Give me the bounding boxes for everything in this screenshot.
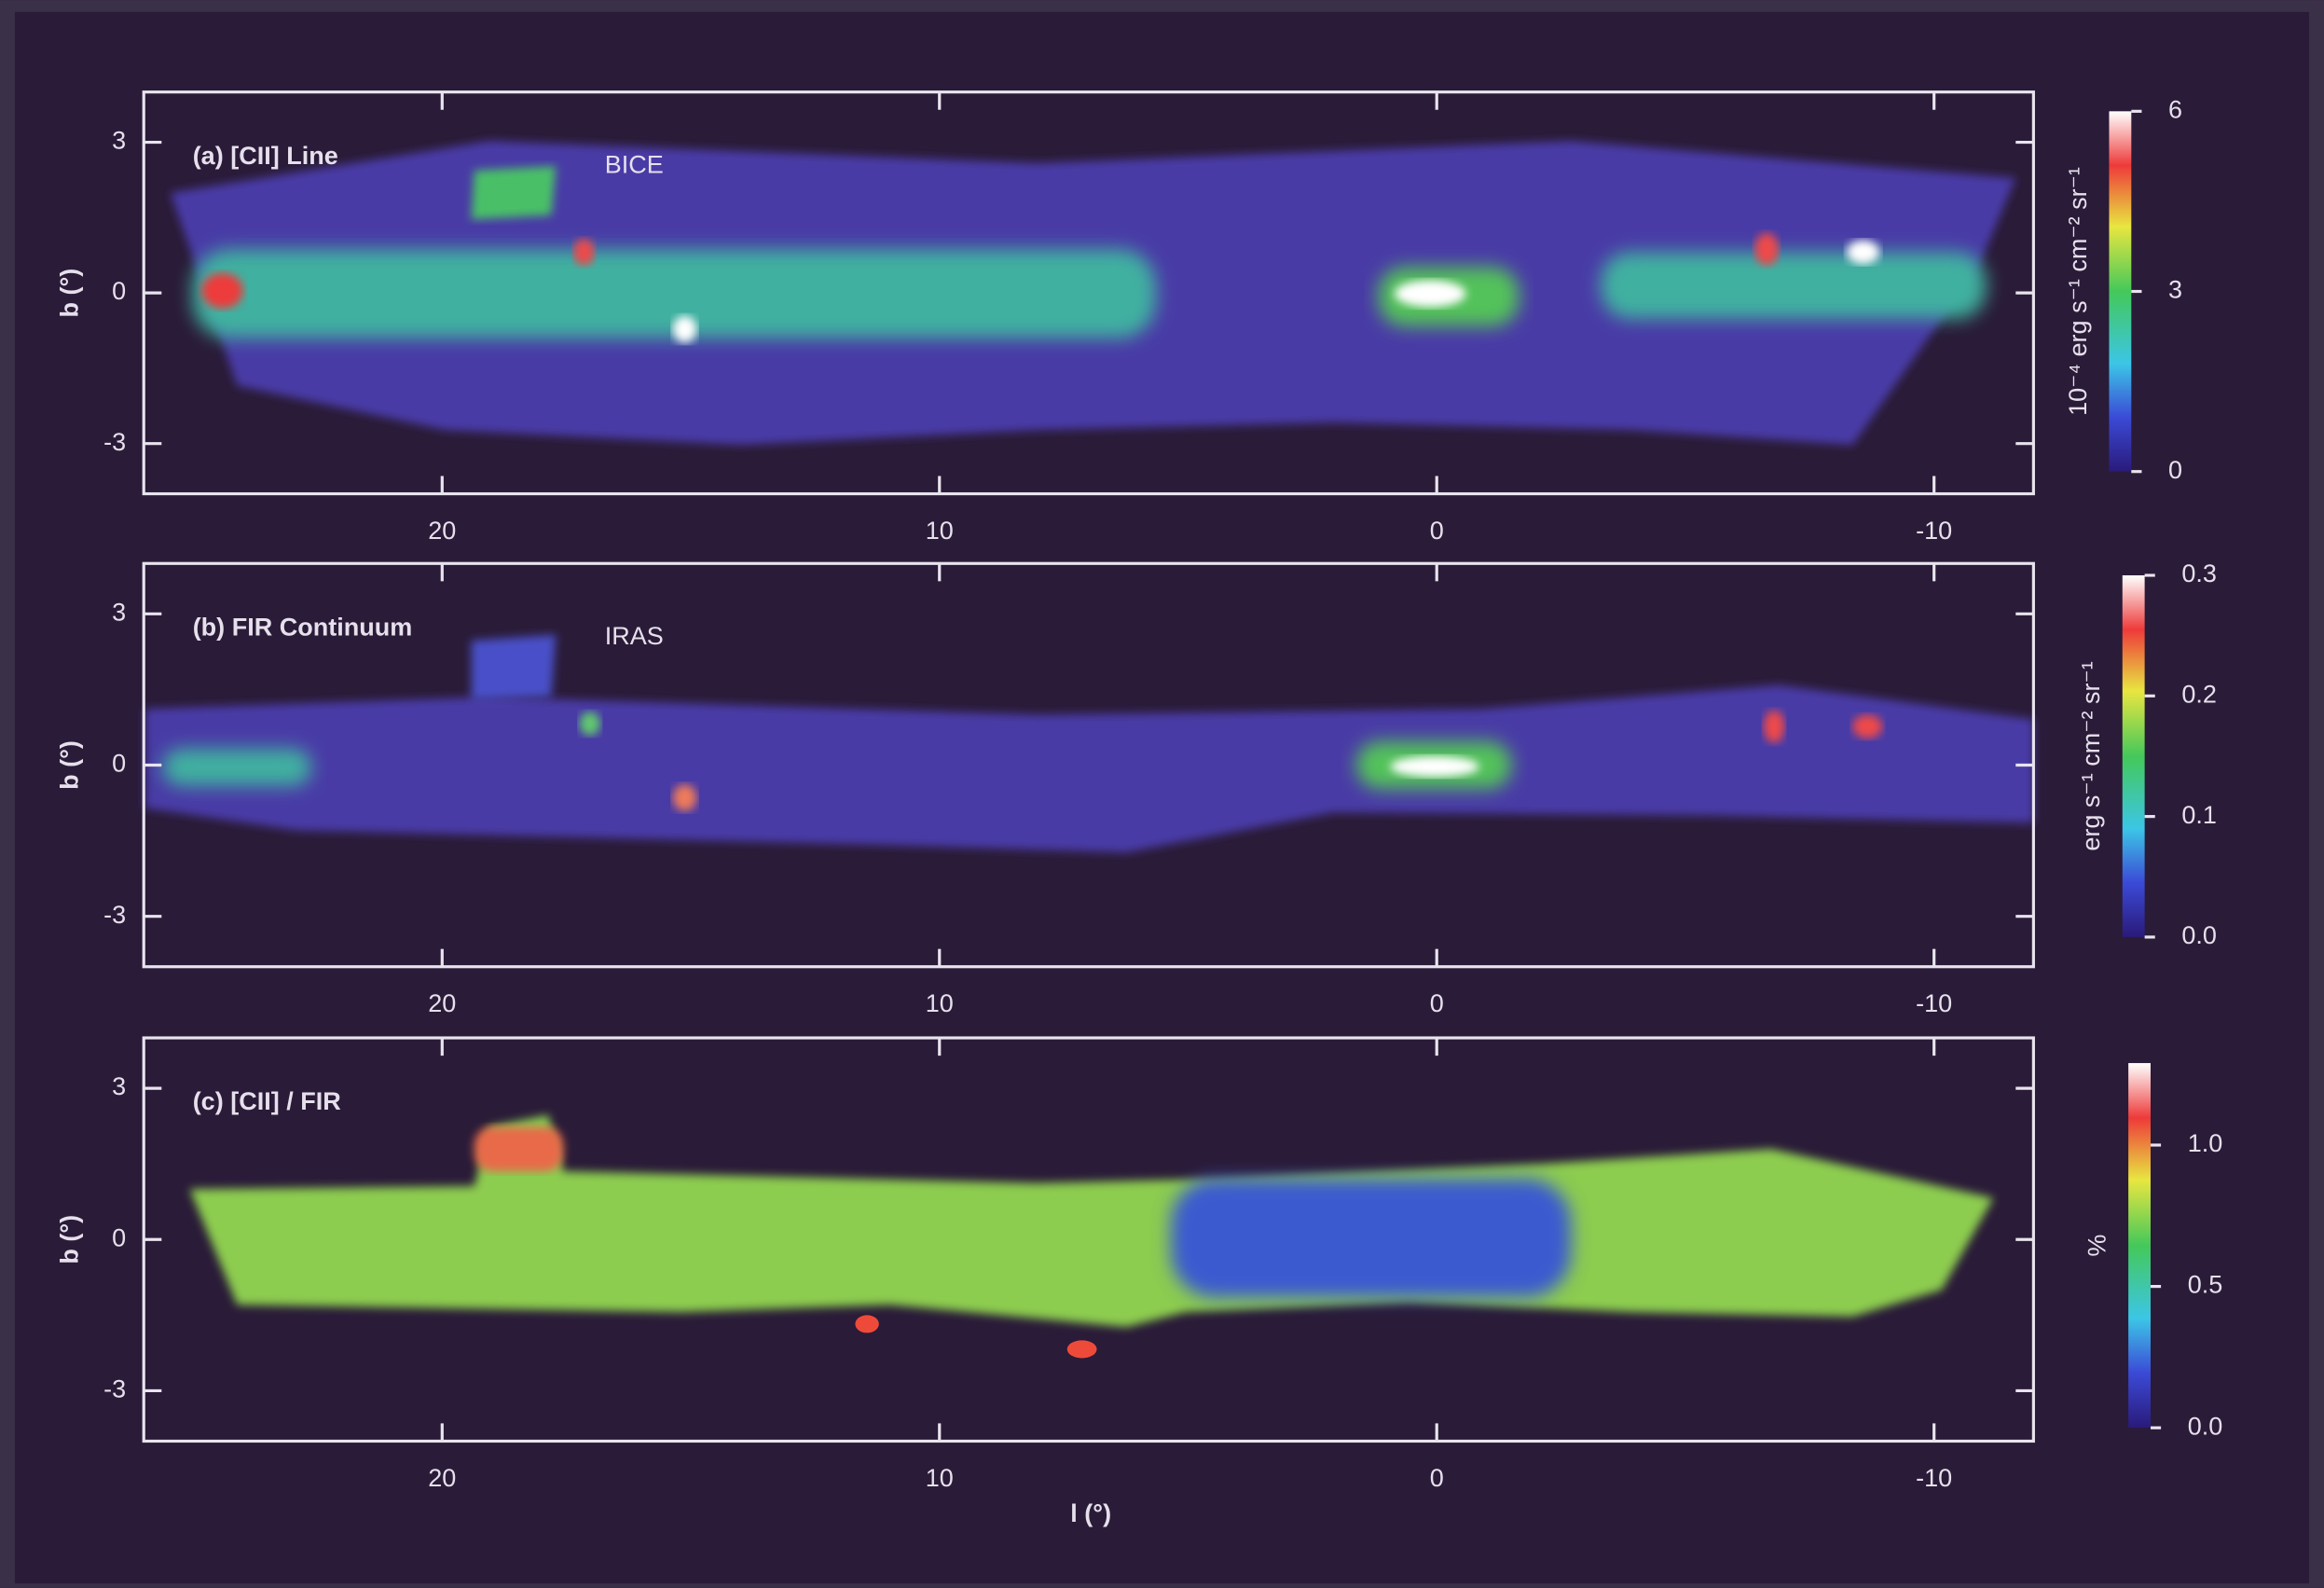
instrument-label: BICE — [605, 150, 664, 178]
colorbar — [2109, 111, 2131, 471]
colorbar — [2128, 1063, 2151, 1428]
x-tick-label: 0 — [1430, 1464, 1444, 1492]
y-axis-label: b (°) — [55, 269, 83, 318]
colorbar-tick-label: 3 — [2168, 276, 2182, 304]
y-tick-label: 3 — [112, 127, 126, 155]
colorbar-label: % — [2083, 1235, 2111, 1257]
colorbar-tick-label: 0.1 — [2181, 801, 2217, 829]
panel-title: (a) [CII] Line — [193, 142, 338, 170]
y-tick-label: 3 — [112, 598, 126, 626]
y-tick-label: 0 — [112, 750, 126, 778]
x-tick-label: 10 — [926, 1464, 954, 1492]
x-tick-label: 10 — [926, 517, 954, 545]
panel-title: (b) FIR Continuum — [193, 613, 413, 641]
colorbar-tick-label: 0.0 — [2188, 1412, 2223, 1440]
instrument-label: IRAS — [605, 622, 664, 650]
page: 20 10 0 -10 3 0 -3 (a) [CII] Line BICE b (°) 0 3 6 10… — [0, 0, 2324, 1588]
x-tick-label: -10 — [1916, 989, 1952, 1017]
y-tick-label: 0 — [112, 1223, 126, 1251]
colorbar — [2123, 575, 2145, 937]
x-tick-label: 0 — [1430, 989, 1444, 1017]
x-tick-label: 20 — [428, 989, 456, 1017]
figure: 20 10 0 -10 3 0 -3 (a) [CII] Line BICE b (°) 0 3 6 10… — [0, 0, 2324, 1588]
colorbar-label: erg s⁻¹ cm⁻² sr⁻¹ — [2077, 661, 2105, 850]
colorbar-tick-label: 1.0 — [2188, 1129, 2223, 1157]
y-tick-label: -3 — [103, 1375, 126, 1403]
x-tick-label: 0 — [1430, 517, 1444, 545]
colorbar-tick-label: 0.0 — [2181, 921, 2217, 949]
y-tick-label: -3 — [103, 428, 126, 456]
x-axis-label: l (°) — [1070, 1499, 1111, 1527]
x-tick-label: -10 — [1916, 1464, 1952, 1492]
y-tick-label: 0 — [112, 277, 126, 305]
colorbar-label: 10⁻⁴ erg s⁻¹ cm⁻² sr⁻¹ — [2064, 167, 2092, 416]
colorbar-tick-label: 0.2 — [2181, 680, 2217, 708]
y-tick-label: 3 — [112, 1072, 126, 1100]
panel-title: (c) [CII] / FIR — [193, 1087, 341, 1115]
y-axis-label: b (°) — [55, 740, 83, 790]
colorbar-tick-label: 0.3 — [2181, 559, 2217, 587]
map-a — [171, 141, 2015, 445]
x-tick-label: 10 — [926, 989, 954, 1017]
x-tick-label: 20 — [428, 517, 456, 545]
colorbar-tick-label: 0.5 — [2188, 1271, 2223, 1299]
x-tick-label: -10 — [1916, 517, 1952, 545]
y-axis-label: b (°) — [55, 1215, 83, 1264]
x-tick-label: 20 — [428, 1464, 456, 1492]
colorbar-tick-label: 6 — [2168, 95, 2182, 123]
colorbar-tick-label: 0 — [2168, 456, 2182, 484]
y-tick-label: -3 — [103, 901, 126, 929]
